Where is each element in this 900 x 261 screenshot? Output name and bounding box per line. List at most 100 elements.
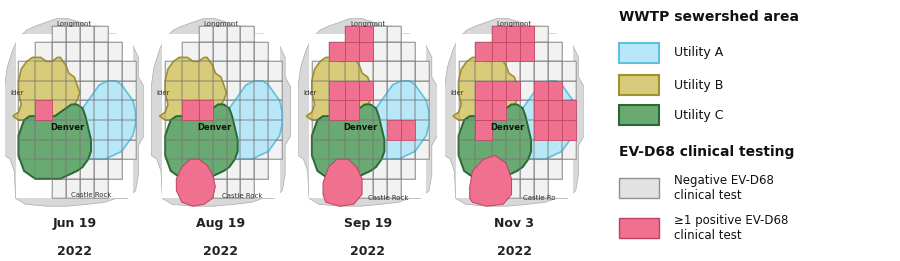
Bar: [66, 179, 80, 198]
Bar: [506, 42, 520, 61]
Bar: [312, 81, 328, 100]
Bar: [52, 42, 66, 61]
Bar: [492, 100, 506, 120]
Bar: [182, 61, 199, 81]
Bar: [459, 61, 475, 81]
Bar: [80, 61, 94, 81]
Bar: [212, 26, 227, 42]
Bar: [66, 159, 80, 179]
Bar: [212, 120, 227, 140]
Bar: [240, 100, 255, 120]
Text: 2022: 2022: [57, 245, 92, 258]
Bar: [66, 61, 80, 81]
Bar: [108, 42, 122, 61]
Bar: [520, 42, 534, 61]
Bar: [108, 81, 122, 100]
Bar: [166, 120, 182, 140]
Bar: [534, 120, 548, 140]
Bar: [346, 159, 359, 179]
Bar: [492, 61, 506, 81]
Bar: [19, 100, 35, 120]
Bar: [506, 179, 520, 198]
Bar: [122, 100, 136, 120]
Bar: [212, 26, 227, 42]
Bar: [562, 140, 576, 159]
Bar: [520, 26, 534, 42]
Bar: [374, 120, 387, 140]
Bar: [182, 100, 199, 120]
Bar: [387, 140, 401, 159]
Bar: [199, 120, 212, 140]
Bar: [562, 61, 576, 81]
Bar: [548, 81, 562, 100]
Bar: [520, 140, 534, 159]
Bar: [492, 100, 506, 120]
Bar: [328, 159, 346, 179]
Bar: [52, 159, 66, 179]
Bar: [80, 42, 94, 61]
Bar: [492, 159, 506, 179]
Bar: [328, 42, 346, 61]
Bar: [52, 100, 66, 120]
Bar: [268, 100, 283, 120]
Bar: [359, 81, 374, 100]
Bar: [227, 26, 240, 42]
Bar: [35, 120, 52, 140]
Bar: [534, 120, 548, 140]
Bar: [52, 42, 66, 61]
Bar: [122, 140, 136, 159]
Bar: [415, 120, 429, 140]
Bar: [212, 42, 227, 61]
Bar: [387, 81, 401, 100]
Bar: [359, 81, 374, 100]
Bar: [520, 81, 534, 100]
Bar: [108, 42, 122, 61]
Bar: [506, 140, 520, 159]
Bar: [475, 120, 492, 140]
Bar: [240, 140, 255, 159]
Bar: [459, 100, 475, 120]
Bar: [240, 100, 255, 120]
Bar: [66, 159, 80, 179]
Bar: [475, 100, 492, 120]
Bar: [182, 81, 199, 100]
Bar: [66, 140, 80, 159]
Bar: [374, 100, 387, 120]
Bar: [108, 81, 122, 100]
Bar: [401, 120, 415, 140]
Bar: [359, 42, 374, 61]
Bar: [387, 179, 401, 198]
FancyBboxPatch shape: [619, 218, 660, 238]
Bar: [475, 42, 492, 61]
Bar: [534, 26, 548, 42]
Bar: [52, 159, 66, 179]
Bar: [492, 140, 506, 159]
Bar: [240, 179, 255, 198]
Bar: [492, 140, 506, 159]
Bar: [166, 100, 182, 120]
Bar: [94, 81, 108, 100]
Bar: [166, 140, 182, 159]
Bar: [475, 120, 492, 140]
Bar: [255, 81, 268, 100]
Bar: [346, 26, 359, 42]
Bar: [240, 179, 255, 198]
Bar: [19, 140, 35, 159]
Bar: [312, 61, 328, 81]
Bar: [199, 179, 212, 198]
Bar: [35, 159, 52, 179]
Bar: [328, 120, 346, 140]
Bar: [328, 81, 346, 100]
Bar: [346, 179, 359, 198]
Bar: [122, 120, 136, 140]
Bar: [401, 61, 415, 81]
Bar: [534, 81, 548, 100]
Bar: [492, 81, 506, 100]
Bar: [328, 42, 346, 61]
Bar: [66, 140, 80, 159]
Bar: [66, 120, 80, 140]
Bar: [212, 61, 227, 81]
Bar: [94, 120, 108, 140]
Bar: [108, 159, 122, 179]
Bar: [506, 81, 520, 100]
